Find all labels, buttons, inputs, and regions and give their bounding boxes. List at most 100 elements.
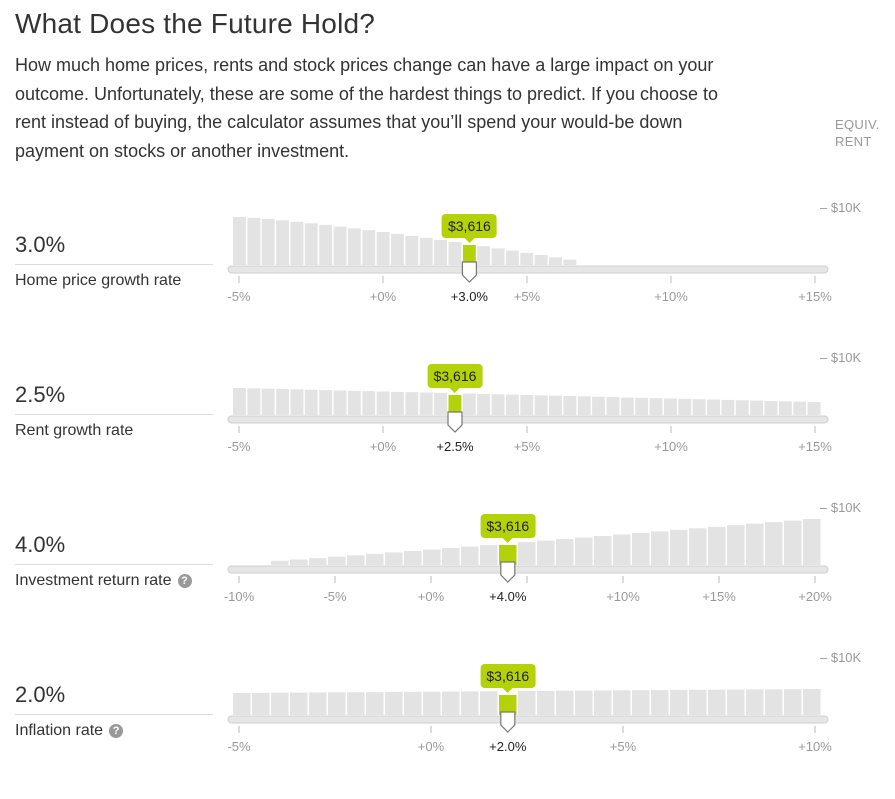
current-tick-label: +3.0% <box>450 289 489 304</box>
bar <box>347 692 365 715</box>
tick-label: +15% <box>798 439 832 454</box>
bar <box>708 526 726 565</box>
help-icon[interactable]: ? <box>177 574 192 588</box>
tick-label: +10% <box>654 439 688 454</box>
bar <box>434 239 447 265</box>
bar <box>309 692 327 715</box>
slider-label: Inflation rate? <box>15 722 124 740</box>
tick-label: +15% <box>702 589 736 604</box>
slider-label-text: Inflation rate <box>15 722 104 739</box>
bar <box>727 689 745 715</box>
bar-chart <box>227 388 829 433</box>
current-bar <box>499 695 517 715</box>
slider-track[interactable] <box>227 265 829 274</box>
bar <box>328 556 346 565</box>
bar <box>803 689 821 715</box>
tick-label: -5% <box>227 289 251 304</box>
bar <box>594 690 612 715</box>
bar <box>290 692 308 715</box>
current-value: 3.0% <box>15 232 66 257</box>
bar <box>735 400 749 416</box>
tick-label: +10% <box>654 289 688 304</box>
bar <box>233 217 246 265</box>
bar <box>448 242 462 265</box>
value-tooltip: $3,616 <box>441 214 497 243</box>
bar-chart <box>227 217 829 283</box>
scale-label: – $10K <box>820 500 862 515</box>
bar <box>491 394 505 415</box>
tick-label: +0% <box>417 589 445 604</box>
slider-label-text: Investment return rate <box>15 572 172 589</box>
slider-track[interactable] <box>227 715 829 724</box>
slider-label: Rent growth rate <box>15 422 133 440</box>
bar <box>385 552 403 565</box>
slider-label: Investment return rate? <box>15 572 192 590</box>
bar <box>290 559 308 565</box>
value-tooltip: $3,616 <box>427 364 483 393</box>
bar <box>577 396 591 415</box>
bar <box>404 691 422 715</box>
bar <box>423 549 441 565</box>
bar <box>247 388 261 415</box>
bar <box>632 532 650 565</box>
slider-track[interactable] <box>227 565 829 574</box>
bar <box>807 402 821 415</box>
bar <box>333 226 347 265</box>
current-tick-label: +4.0% <box>489 589 527 604</box>
bar <box>347 555 365 565</box>
bar <box>606 397 620 415</box>
bar <box>319 224 333 265</box>
bar <box>537 690 555 715</box>
bar <box>290 389 304 415</box>
bar <box>480 691 498 715</box>
bar <box>376 232 390 265</box>
bar <box>670 529 688 565</box>
bar <box>778 401 792 415</box>
bar <box>750 400 764 415</box>
help-icon[interactable]: ? <box>109 724 124 738</box>
bar <box>537 540 555 565</box>
bar <box>347 390 361 415</box>
bar <box>556 690 574 715</box>
bar <box>233 388 246 415</box>
bar <box>290 221 304 265</box>
bar <box>670 689 688 715</box>
bar <box>793 401 807 415</box>
divider <box>15 264 213 265</box>
bar <box>442 548 460 565</box>
bar <box>362 391 376 415</box>
slider-handle[interactable] <box>447 411 463 433</box>
slider-handle[interactable] <box>461 261 477 283</box>
slider-handle[interactable] <box>500 711 516 733</box>
bar <box>233 693 251 715</box>
current-tick-label: +2.0% <box>489 739 527 754</box>
bar <box>328 692 346 715</box>
bar <box>708 689 726 715</box>
slider-handle[interactable] <box>500 561 516 583</box>
bar <box>405 392 419 415</box>
slider-track[interactable] <box>227 415 829 424</box>
bar <box>347 228 361 265</box>
column-heading-line2: RENT <box>835 134 872 149</box>
value-tooltip: $3,616 <box>480 664 536 693</box>
bar-chart <box>227 519 829 583</box>
current-tick-label: +2.5% <box>436 439 474 454</box>
scale-label: – $10K <box>820 350 862 365</box>
bar <box>480 545 498 565</box>
bar <box>247 217 261 265</box>
bar <box>707 399 720 415</box>
bar <box>304 389 318 416</box>
bar <box>461 691 479 715</box>
bar <box>491 248 505 265</box>
tick-label: +0% <box>369 289 397 304</box>
bar <box>613 534 631 565</box>
bar <box>575 537 593 565</box>
bar <box>461 546 479 565</box>
current-bar <box>499 545 517 565</box>
bar <box>261 388 275 415</box>
bar <box>276 220 289 265</box>
bar <box>477 246 491 265</box>
slider-label-text: Home price growth rate <box>15 272 182 289</box>
bar <box>563 259 577 265</box>
bar <box>419 392 433 415</box>
